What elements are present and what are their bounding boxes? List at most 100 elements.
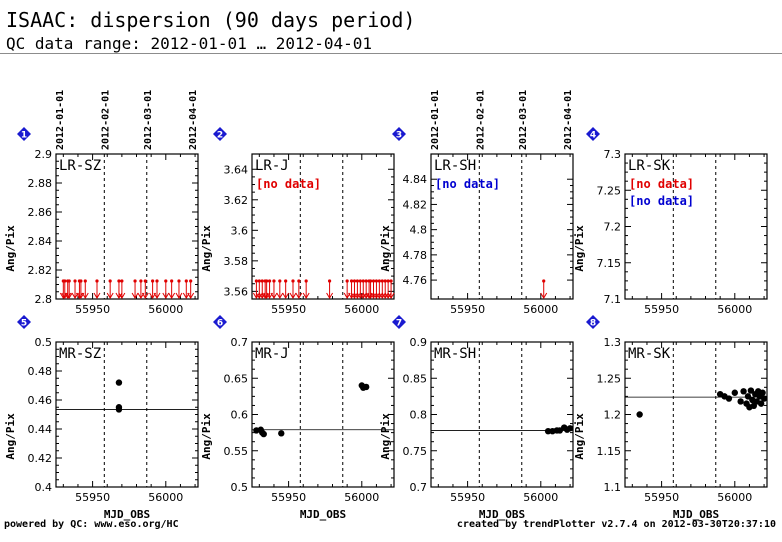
no-data-label: [no data] — [629, 177, 694, 191]
outlier-point — [371, 279, 376, 283]
x-axis-label: MJD_OBS — [300, 508, 346, 521]
outlier-arrow-head — [302, 292, 310, 299]
data-point — [278, 430, 285, 437]
outlier-arrow-head — [282, 292, 290, 299]
y-tick-label: 0.55 — [224, 445, 249, 458]
x-tick-label: 56000 — [717, 303, 752, 316]
panel-label: LR-SK — [628, 158, 671, 174]
outlier-point — [374, 279, 379, 283]
outlier-arrow-head — [255, 292, 263, 299]
x-tick-label: 56000 — [148, 303, 183, 316]
data-point — [725, 395, 733, 402]
x-tick-label: 55950 — [644, 491, 679, 504]
y-tick-label: 4.8 — [410, 224, 428, 237]
outlier-point — [327, 279, 332, 283]
panel-badge-number: 8 — [590, 319, 596, 329]
outlier-arrow-head — [270, 292, 278, 299]
outlier-point — [349, 279, 354, 283]
y-tick-label: 0.5 — [231, 481, 249, 494]
outlier-arrow-head — [131, 292, 139, 299]
data-point — [760, 395, 768, 402]
date-tick-label: 2012-04-01 — [188, 90, 199, 150]
y-tick-label: 4.84 — [403, 173, 428, 186]
footer-created-by: created by trendPlotter v2.7.4 on 2012-0… — [456, 519, 776, 530]
outlier-point — [120, 279, 124, 283]
panel-badge-number: 4 — [590, 131, 596, 141]
panel-label: LR-SZ — [59, 158, 101, 174]
outlier-point — [368, 279, 373, 283]
panel-badge-icon — [213, 127, 227, 141]
outlier-arrow-head — [351, 292, 358, 299]
outlier-arrow-head — [118, 292, 126, 299]
outlier-point — [542, 279, 546, 283]
y-axis-label: Ang/Pix — [200, 225, 213, 272]
outlier-arrow-head — [387, 292, 395, 299]
outlier-arrow-head — [263, 292, 271, 299]
date-tick-label: 2012-03-01 — [143, 90, 154, 150]
plot-panel-mr-sz: 5 55950 56000 0.4 0.42 0.44 0.46 0.48 0.5 Ang/Pix… — [4, 315, 199, 521]
y-tick-label: 2.88 — [28, 177, 53, 190]
outlier-arrow-head — [153, 292, 161, 299]
outlier-point — [267, 279, 272, 283]
y-tick-label: 2.84 — [28, 235, 53, 248]
x-axis-label: MJD_OBS — [104, 508, 150, 521]
y-tick-label: 0.75 — [403, 445, 428, 458]
y-tick-label: 0.42 — [28, 452, 53, 465]
outlier-arrow-head — [381, 292, 389, 299]
y-tick-label: 1.15 — [597, 445, 622, 458]
y-tick-label: 7.25 — [597, 184, 622, 197]
x-tick-label: 55950 — [644, 303, 679, 316]
y-tick-label: 0.5 — [35, 336, 53, 349]
data-point — [737, 398, 744, 405]
outlier-arrow-head — [540, 292, 548, 299]
outlier-arrow-head — [141, 292, 149, 299]
outlier-arrow-head — [106, 292, 114, 299]
panel-label: MR-SK — [628, 346, 671, 362]
y-tick-label: 0.7 — [410, 481, 428, 494]
outlier-point — [79, 279, 83, 283]
date-tick-label: 2012-01-01 — [430, 90, 441, 150]
outlier-arrow-head — [252, 292, 260, 299]
y-tick-label: 1.3 — [604, 336, 622, 349]
outlier-arrow-head — [289, 292, 297, 299]
outlier-point — [95, 279, 99, 283]
y-tick-label: 3.56 — [224, 285, 249, 298]
outlier-arrow-head — [353, 292, 361, 299]
date-tick-label: 2012-01-01 — [55, 90, 66, 150]
outlier-arrow-head — [115, 292, 123, 299]
y-tick-label: 7.2 — [604, 221, 622, 234]
outlier-arrow-head — [81, 292, 89, 299]
outlier-arrow-head — [295, 292, 303, 299]
x-tick-label: 56000 — [523, 491, 558, 504]
x-tick-label: 55950 — [75, 303, 110, 316]
outlier-point — [254, 279, 258, 283]
panel-badge-icon — [17, 127, 31, 141]
panel-badge-number: 6 — [217, 319, 223, 329]
y-axis-label: Ang/Pix — [573, 413, 586, 460]
outlier-point — [151, 279, 155, 283]
panel-badge-icon — [586, 315, 600, 329]
outlier-point — [67, 279, 71, 283]
plot-frame — [430, 341, 574, 488]
outlier-point — [291, 279, 295, 283]
outlier-point — [133, 279, 137, 283]
panel-badge-number: 3 — [396, 131, 402, 141]
plot-panel-lr-j: 2 55950 56000 3.56 3.58 3.6 3.62 3.64 Ang/Pix LR-… — [200, 127, 395, 316]
outlier-point — [155, 279, 159, 283]
plot-frame — [55, 153, 199, 300]
y-tick-label: 0.6 — [231, 409, 249, 422]
outlier-point — [108, 279, 112, 283]
outlier-arrow-head — [384, 292, 392, 299]
plot-panel-mr-sk: 8 55950 56000 1.1 1.15 1.2 1.25 1.3 Ang/Pix MJD_O… — [573, 315, 768, 521]
outlier-point — [143, 279, 147, 283]
outlier-point — [345, 279, 349, 283]
y-tick-label: 0.4 — [35, 481, 53, 494]
outlier-arrow-head — [356, 292, 364, 299]
outlier-point — [260, 279, 264, 283]
y-axis-label: Ang/Pix — [379, 225, 392, 272]
outlier-point — [352, 279, 357, 283]
data-point — [115, 379, 123, 386]
outlier-arrow-head — [175, 292, 183, 299]
date-tick-label: 2012-04-01 — [563, 90, 574, 150]
